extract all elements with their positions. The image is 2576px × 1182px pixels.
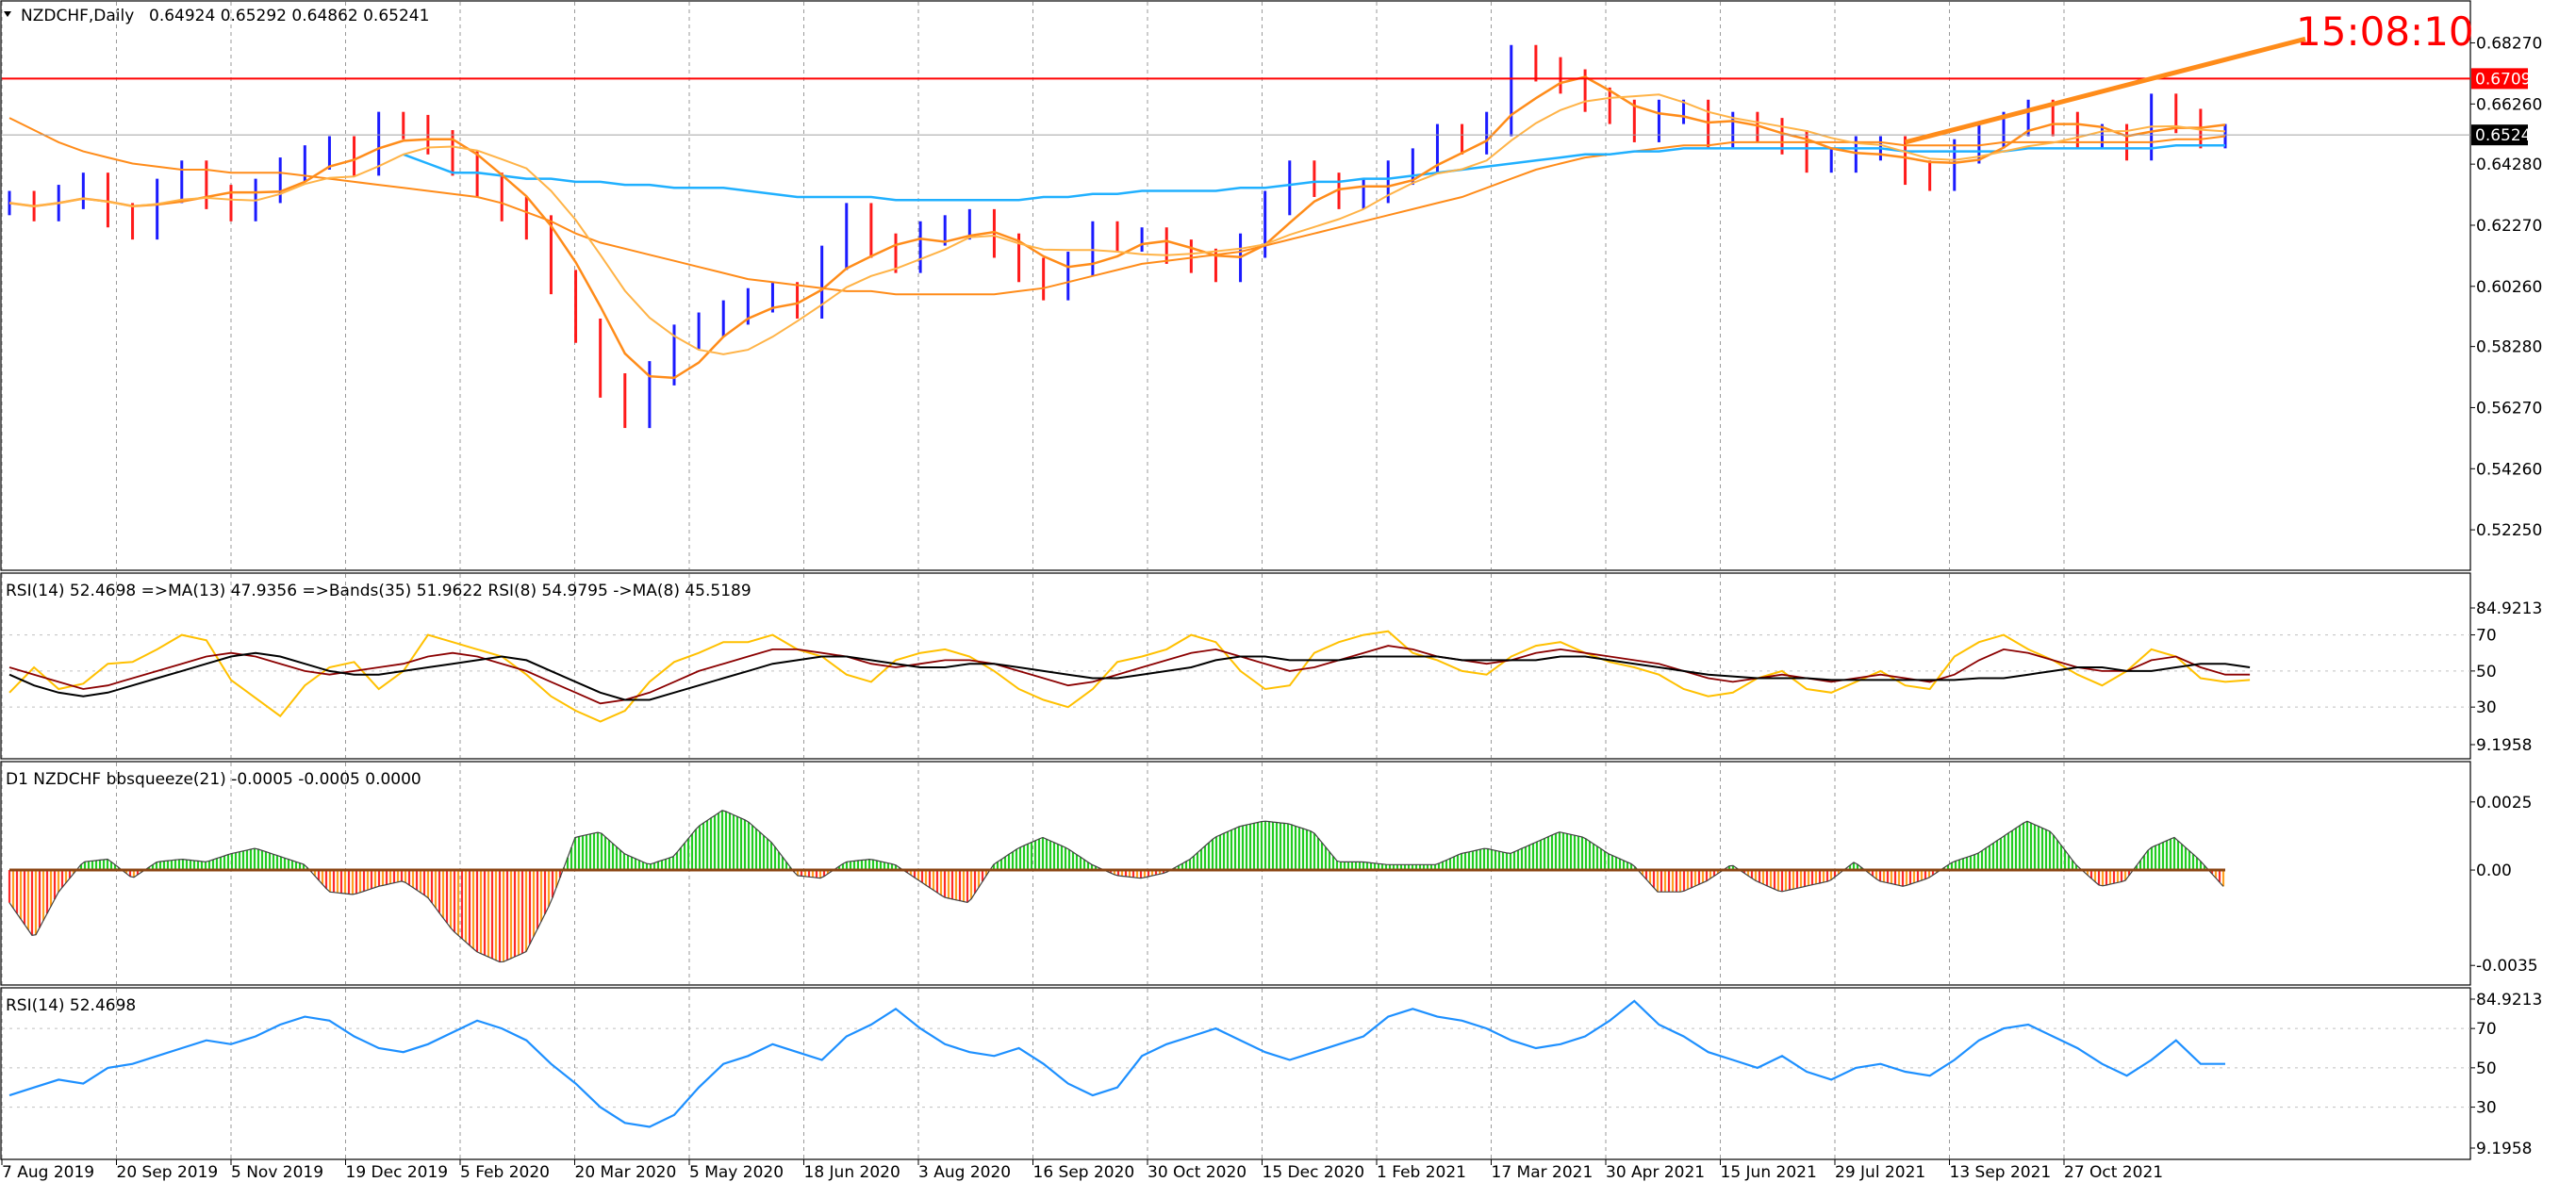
bbsqueeze-header: D1 NZDCHF bbsqueeze(21) -0.0005 -0.0005 …	[6, 770, 421, 789]
rsi-panel: 84.9213 70 50 30 9.1958	[2, 599, 2542, 755]
ohlc-header: 0.64924 0.65292 0.64862 0.65241	[149, 7, 429, 25]
bbsqueeze-panel: 0.0025 0.00 -0.0035	[8, 794, 2538, 976]
y-tick-label: 70	[2476, 1020, 2497, 1039]
current-price-tag	[2471, 124, 2528, 146]
x-tick-label: 5 May 2020	[689, 1163, 784, 1182]
fast-ma-line	[8, 75, 2226, 380]
y-tick-label: 30	[2476, 698, 2497, 717]
x-axis: 7 Aug 2019 20 Sep 2019 5 Nov 2019 19 Dec 20…	[1, 1159, 2163, 1182]
trend-line[interactable]	[1904, 36, 2306, 145]
resistance-price-tag	[2471, 68, 2528, 90]
x-tick-label: 15 Dec 2020	[1263, 1163, 1365, 1182]
clock-display: 15:08:10	[2296, 8, 2474, 55]
y-tick-label: 0.62270	[2476, 217, 2542, 236]
menu-triangle-icon[interactable]	[4, 11, 11, 17]
rsi14-header: RSI(14) 52.4698	[6, 996, 136, 1015]
y-tick-label: 0.68270	[2476, 34, 2542, 53]
current-price-label: 0.65241	[2475, 126, 2541, 145]
y-tick-label: 30	[2476, 1099, 2497, 1118]
rsi14-line	[8, 999, 2225, 1128]
x-tick-label: 19 Dec 2019	[346, 1163, 449, 1182]
y-tick-label: 0.54260	[2476, 460, 2542, 479]
y-tick-label: 0.58280	[2476, 338, 2542, 357]
x-tick-label: 27 Oct 2021	[2064, 1163, 2163, 1182]
x-tick-label: 13 Sep 2021	[1950, 1163, 2052, 1182]
mid-ma-line	[8, 93, 2226, 355]
x-tick-label: 16 Sep 2020	[1033, 1163, 1135, 1182]
price-panel: 0.68270 0.66260 0.64280 0.62270 0.60260 0.582…	[2, 34, 2542, 540]
y-tick-label: 0.0025	[2476, 794, 2532, 813]
y-tick-label: 9.1958	[2476, 736, 2532, 755]
resistance-price-label: 0.67095	[2475, 70, 2541, 89]
y-tick-label: 0.00	[2476, 862, 2512, 880]
y-tick-label: 50	[2476, 663, 2497, 681]
x-tick-label: 30 Oct 2020	[1148, 1163, 1247, 1182]
x-tick-label: 18 Jun 2020	[804, 1163, 900, 1182]
signal-ma-line	[403, 143, 2225, 202]
x-tick-label: 20 Sep 2019	[117, 1163, 219, 1182]
x-tick-label: 17 Mar 2021	[1492, 1163, 1593, 1182]
rsi-header: RSI(14) 52.4698 =>MA(13) 47.9356 =>Bands…	[6, 582, 751, 600]
x-tick-label: 30 Apr 2021	[1606, 1163, 1705, 1182]
panel-frames	[0, 0, 2471, 1160]
x-tick-label: 29 Jul 2021	[1835, 1163, 1925, 1182]
x-tick-label: 3 Aug 2020	[918, 1163, 1011, 1182]
y-tick-label: 0.52250	[2476, 521, 2542, 540]
y-tick-label: 0.56270	[2476, 399, 2542, 418]
rsi-ma13-line	[8, 645, 2251, 705]
y-tick-label: -0.0035	[2476, 957, 2538, 976]
x-tick-label: 5 Nov 2019	[231, 1163, 323, 1182]
x-tick-label: 20 Mar 2020	[575, 1163, 677, 1182]
rsi8-line	[8, 630, 2251, 723]
y-tick-label: 0.60260	[2476, 278, 2542, 297]
symbol-header: NZDCHF,Daily	[21, 7, 134, 25]
x-tick-label: 7 Aug 2019	[2, 1163, 94, 1182]
y-tick-label: 84.9213	[2476, 991, 2542, 1010]
x-tick-label: 5 Feb 2020	[460, 1163, 550, 1182]
y-tick-label: 9.1958	[2476, 1140, 2532, 1158]
x-tick-label: 15 Jun 2021	[1721, 1163, 1817, 1182]
y-tick-label: 0.64280	[2476, 156, 2542, 174]
y-tick-label: 84.9213	[2476, 599, 2542, 618]
bbsqueeze-outline	[8, 810, 2224, 963]
rsi-bands-line	[8, 651, 2251, 701]
y-tick-label: 50	[2476, 1059, 2497, 1078]
x-tick-label: 1 Feb 2021	[1377, 1163, 1466, 1182]
y-tick-label: 0.66260	[2476, 95, 2542, 114]
rsi14-panel: 84.9213 70 50 30 9.1958	[2, 991, 2542, 1158]
y-tick-label: 70	[2476, 627, 2497, 646]
